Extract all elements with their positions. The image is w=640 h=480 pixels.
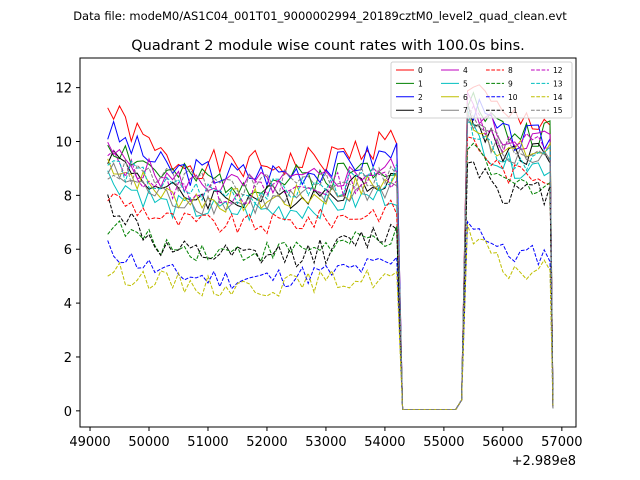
series-line-5 (107, 120, 554, 410)
chart-title: Quadrant 2 module wise count rates with … (131, 38, 525, 54)
x-tick-label: 55000 (423, 435, 464, 450)
legend-label-7: 7 (463, 106, 468, 115)
series-line-10 (107, 220, 554, 410)
x-tick-label: 52000 (246, 435, 287, 450)
legend-label-2: 2 (418, 93, 423, 102)
legend-label-0: 0 (418, 66, 423, 75)
y-tick-label: 6 (64, 243, 72, 258)
x-tick-label: 56000 (482, 435, 523, 450)
series-line-13 (107, 107, 554, 410)
y-tick-label: 4 (64, 297, 72, 312)
plot-frame (79, 57, 577, 428)
plot-lines (107, 84, 554, 410)
series-line-6 (107, 110, 554, 410)
legend-label-11: 11 (508, 106, 518, 115)
legend-label-4: 4 (463, 66, 468, 75)
series-line-15 (107, 103, 554, 410)
x-tick-label: 51000 (187, 435, 228, 450)
x-axis: 49000 50000 51000 52000 53000 54000 55000 56000… (69, 427, 583, 450)
series-line-14 (107, 224, 554, 410)
x-tick-label: 53000 (305, 435, 346, 450)
x-tick-label: 50000 (128, 435, 169, 450)
y-tick-label: 12 (55, 82, 72, 97)
figure-suptitle: Data file: modeM0/AS1C04_001T01_90000029… (73, 9, 567, 23)
series-line-8 (107, 136, 554, 410)
legend-label-6: 6 (463, 93, 468, 102)
series-line-9 (107, 142, 554, 410)
legend-label-12: 12 (553, 66, 563, 75)
x-axis-offset-label: +2.989e8 (512, 454, 576, 469)
series-line-12 (107, 105, 554, 410)
legend-label-8: 8 (508, 66, 513, 75)
series-line-3 (107, 103, 554, 410)
legend-label-5: 5 (463, 79, 468, 88)
series-line-11 (107, 161, 554, 410)
x-tick-label: 57000 (541, 435, 582, 450)
legend-box (390, 61, 573, 119)
x-tick-label: 54000 (364, 435, 405, 450)
legend-label-10: 10 (508, 93, 518, 102)
series-line-2 (107, 98, 554, 410)
legend-label-9: 9 (508, 79, 513, 88)
series-line-7 (107, 116, 554, 410)
x-tick-label: 49000 (69, 435, 110, 450)
y-tick-label: 0 (64, 405, 72, 420)
legend-label-13: 13 (553, 79, 563, 88)
y-tick-label: 2 (64, 351, 72, 366)
legend-label-14: 14 (553, 93, 563, 102)
y-tick-label: 8 (64, 189, 72, 204)
y-axis: 0 2 4 6 8 10 12 (55, 82, 80, 420)
legend-label-1: 1 (418, 79, 423, 88)
legend-label-15: 15 (553, 106, 563, 115)
y-tick-label: 10 (55, 135, 72, 150)
legend-label-3: 3 (418, 106, 423, 115)
